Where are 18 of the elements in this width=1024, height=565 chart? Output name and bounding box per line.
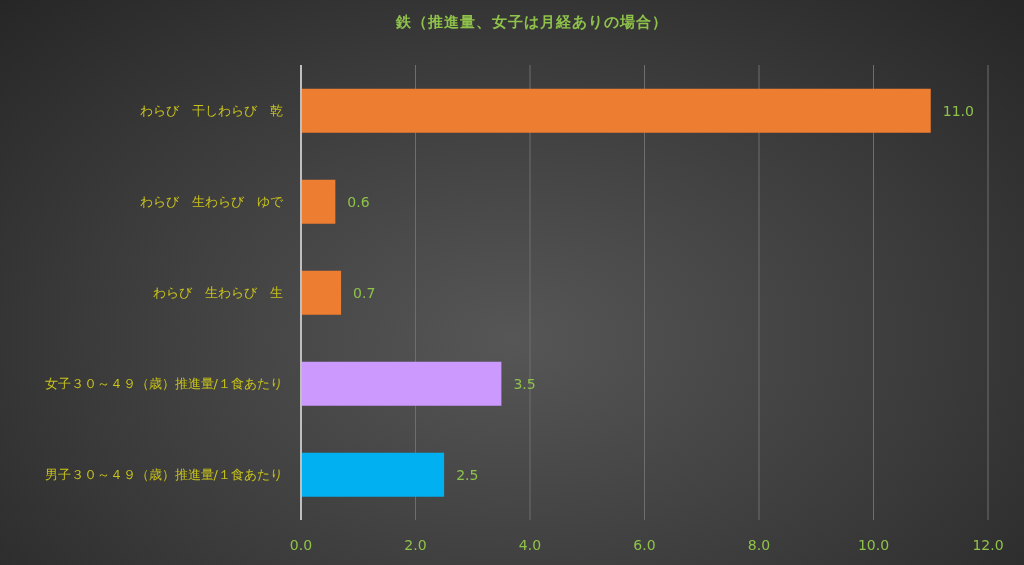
chart-title: 鉄（推進量、女子は月経ありの場合） — [395, 12, 669, 33]
y-tick-label: わらび 生わらび 生 — [153, 285, 283, 301]
data-label: 2.5 — [456, 466, 479, 483]
y-tick-label: わらび 生わらび ゆで — [140, 194, 284, 210]
x-tick-label: 6.0 — [633, 536, 656, 553]
data-label: 3.5 — [513, 375, 536, 392]
y-tick-label: 女子３０～４９（歳）推進量/１食あたり — [44, 376, 283, 392]
data-label: 11.0 — [942, 102, 974, 119]
data-label: 0.6 — [347, 193, 370, 210]
x-tick-label: 12.0 — [972, 536, 1004, 553]
x-tick-label: 8.0 — [747, 536, 771, 553]
x-tick-label: 2.0 — [404, 536, 427, 553]
y-tick-label: わらび 干しわらび 乾 — [140, 103, 283, 119]
data-label: 0.7 — [353, 284, 376, 301]
x-tick-label: 10.0 — [857, 536, 890, 553]
y-tick-label: 男子３０～４９（歳）推進量/１食あたり — [44, 467, 283, 483]
x-tick-label: 4.0 — [518, 536, 542, 553]
x-tick-label: 0.0 — [289, 536, 313, 553]
